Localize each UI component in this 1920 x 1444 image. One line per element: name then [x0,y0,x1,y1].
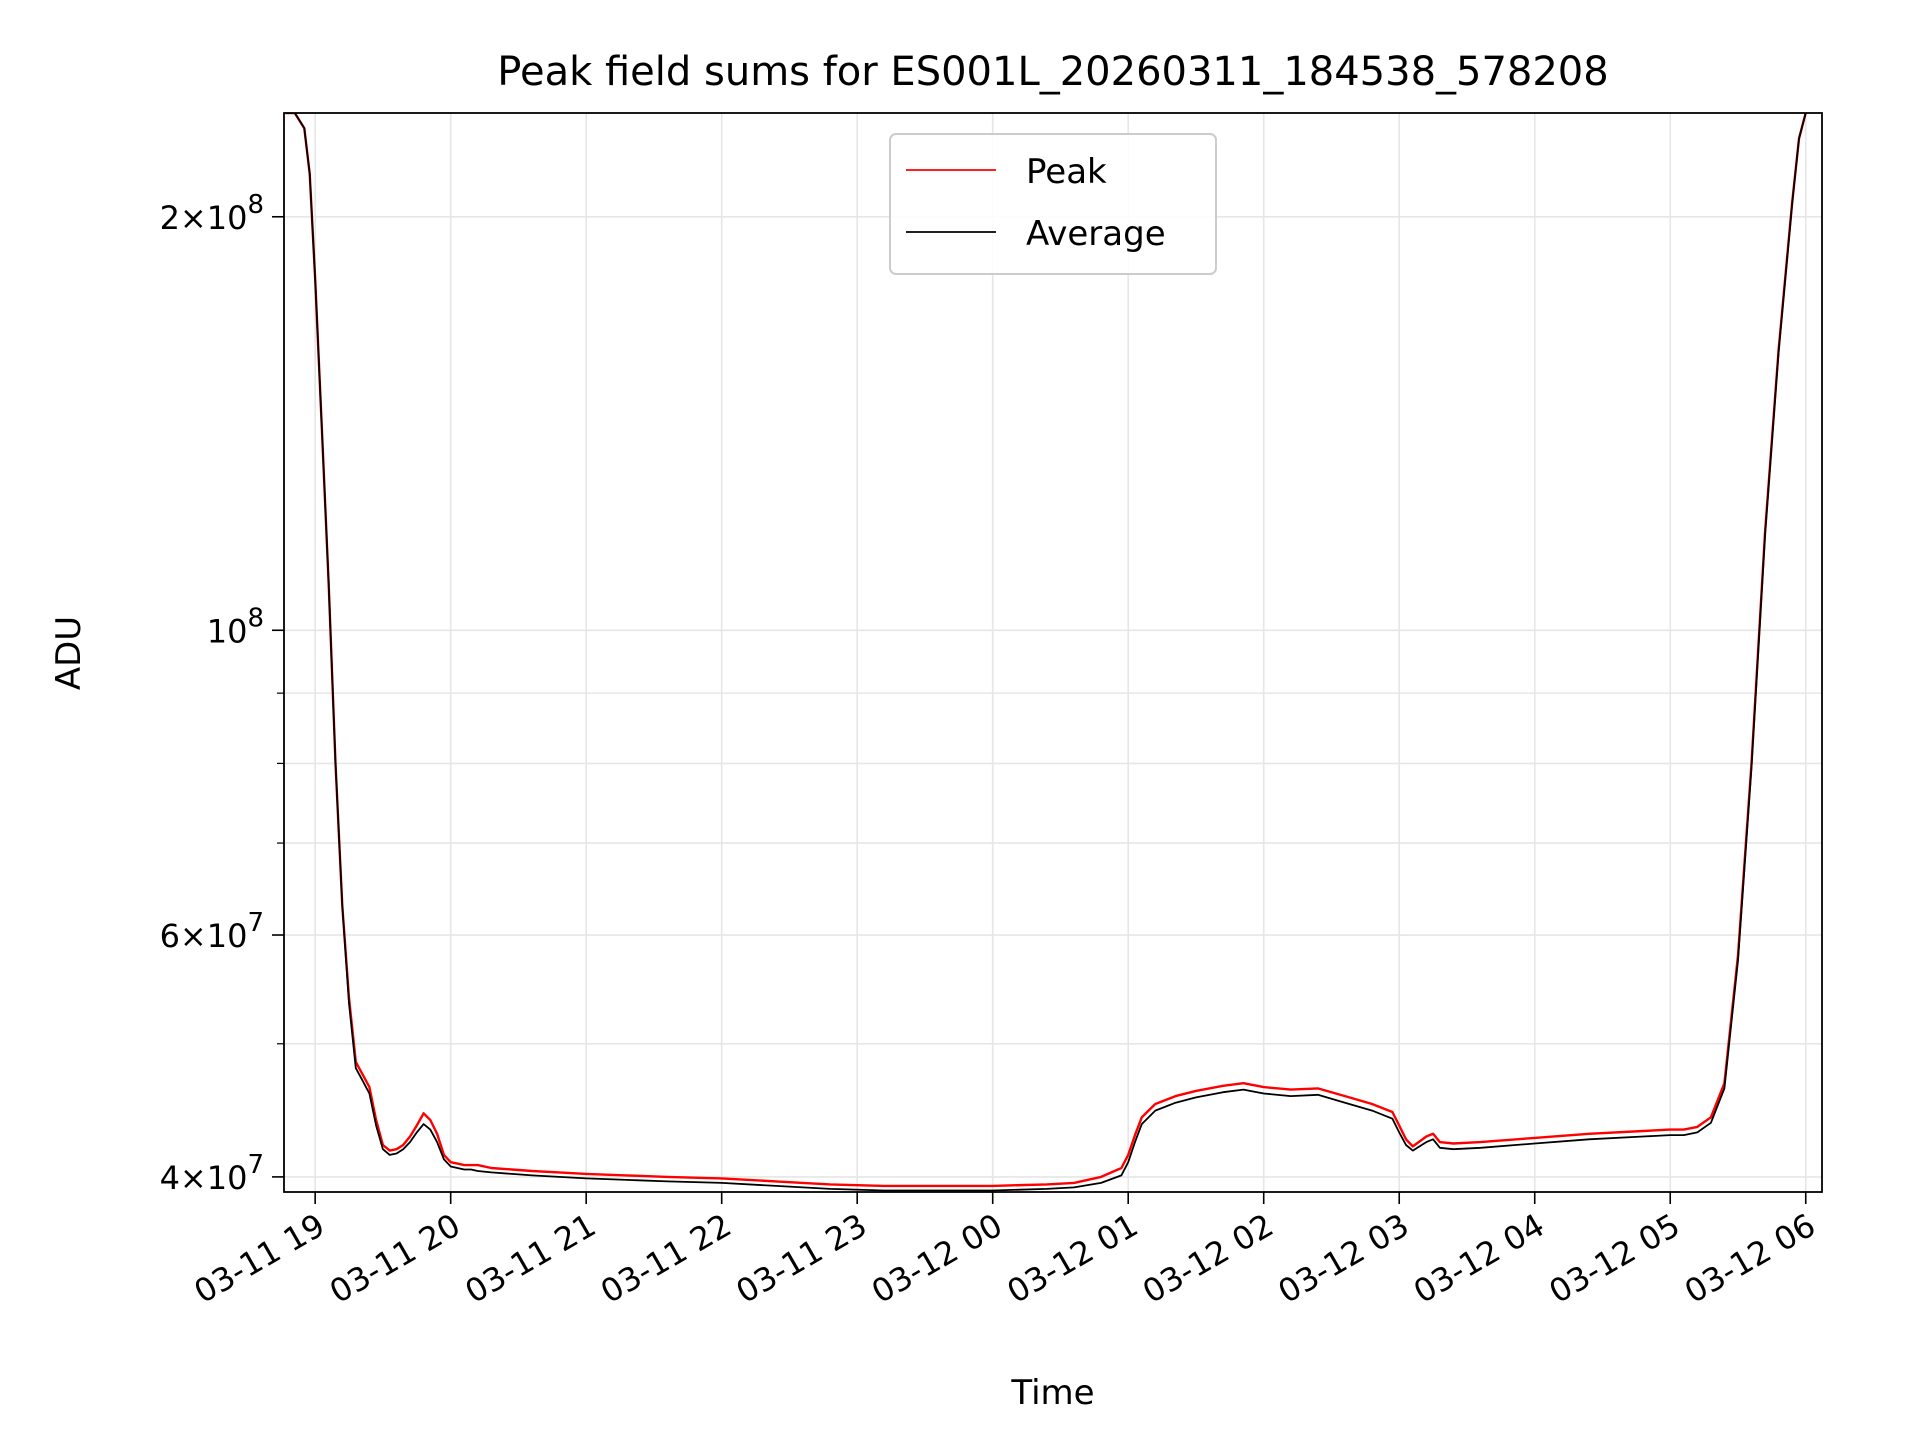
series-layer [285,113,1807,1192]
x-axis-label: Time [1010,1373,1094,1413]
y-axis-label: ADU [49,616,89,690]
y-tick-label: 108 [207,603,264,650]
y-tick-label: 6×107 [160,908,264,955]
y-tick-label: 4×107 [160,1150,264,1197]
plot-frame [283,112,1823,1193]
y-tick-label: 2×108 [160,190,264,237]
series-line-average [285,113,1807,1192]
legend-box [889,133,1217,275]
legend: Peak Average [889,133,1217,275]
y-axis: 4×107 6×107 108 2×108 [160,190,284,1197]
series-line-peak [285,113,1807,1188]
chart-title: Peak field sums for ES001L_20260311_1845… [497,49,1608,95]
legend-label-average: Average [1026,214,1166,254]
legend-label-peak: Peak [1026,152,1107,192]
grid-lines [284,113,1822,1192]
